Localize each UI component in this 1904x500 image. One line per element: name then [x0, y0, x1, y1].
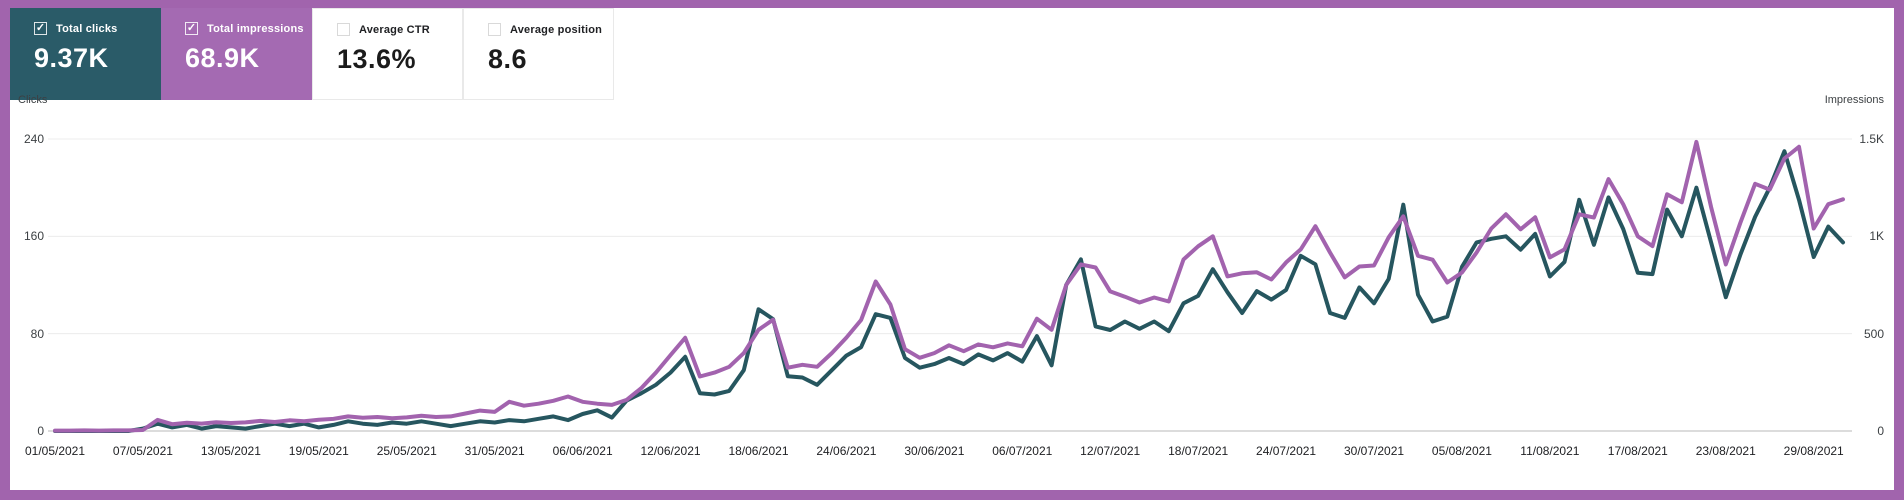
metric-card-total-clicks[interactable]: ✓ Total clicks 9.37K	[10, 8, 161, 100]
x-axis-date-label: 17/08/2021	[1607, 444, 1668, 458]
x-axis-date-label: 05/08/2021	[1431, 444, 1492, 458]
checkbox-icon[interactable]	[488, 23, 501, 36]
x-axis-date-label: 31/05/2021	[464, 444, 525, 458]
checkbox-icon[interactable]: ✓	[34, 22, 47, 35]
metric-cards: ✓ Total clicks 9.37K ✓ Total impressions…	[10, 8, 614, 100]
x-axis-date-label: 25/05/2021	[376, 444, 437, 458]
y-axis-tick-clicks: 240	[23, 132, 44, 146]
card-header: Average position	[488, 23, 603, 36]
x-axis-date-label: 06/06/2021	[552, 444, 613, 458]
metric-label: Average CTR	[359, 23, 430, 36]
x-axis-date-label: 30/07/2021	[1343, 444, 1405, 458]
x-axis-date-label: 18/07/2021	[1168, 444, 1229, 458]
checkmark-icon: ✓	[35, 22, 46, 34]
x-axis-date-label: 18/06/2021	[728, 444, 789, 458]
x-axis-date-label: 19/05/2021	[288, 444, 349, 458]
metric-label: Total clicks	[56, 22, 118, 35]
x-axis-date-label: 07/05/2021	[112, 444, 173, 458]
card-header: ✓ Total impressions	[185, 22, 304, 35]
x-axis-date-label: 30/06/2021	[904, 444, 965, 458]
performance-chart[interactable]	[10, 8, 1894, 490]
x-axis-date-label: 12/06/2021	[640, 444, 701, 458]
x-axis-date-label: 12/07/2021	[1080, 444, 1141, 458]
y-axis-tick-clicks: 160	[23, 229, 44, 244]
x-axis-date-label: 01/05/2021	[24, 444, 86, 458]
y-axis-tick-impressions: 1K	[1869, 229, 1884, 244]
checkmark-icon: ✓	[186, 22, 197, 34]
metric-value: 8.6	[488, 44, 528, 74]
y-axis-tick-clicks: 80	[30, 326, 44, 341]
metric-card-average-ctr[interactable]: Average CTR 13.6%	[312, 8, 463, 100]
y-axis-tick-clicks: 0	[37, 424, 44, 438]
right-axis-title: Impressions	[1824, 94, 1884, 106]
metric-value: 9.37K	[34, 43, 109, 73]
x-axis-date-label: 29/08/2021	[1783, 444, 1844, 458]
metric-card-total-impressions[interactable]: ✓ Total impressions 68.9K	[161, 8, 312, 100]
y-axis-tick-impressions: 1.5K	[1859, 132, 1884, 146]
checkbox-icon[interactable]	[337, 23, 350, 36]
metric-card-average-position[interactable]: Average position 8.6	[463, 8, 614, 100]
x-axis-date-label: 11/08/2021	[1520, 444, 1580, 458]
x-axis-date-label: 23/08/2021	[1695, 444, 1756, 458]
y-axis-tick-impressions: 0	[1877, 424, 1884, 438]
x-axis-date-label: 24/06/2021	[816, 444, 877, 458]
x-axis-date-label: 24/07/2021	[1256, 444, 1317, 458]
metric-label: Total impressions	[207, 22, 304, 35]
metric-value: 13.6%	[337, 44, 417, 74]
card-header: Average CTR	[337, 23, 452, 36]
clicks-line	[53, 149, 1845, 433]
y-axis-tick-impressions: 500	[1863, 326, 1884, 341]
left-axis-title: Clicks	[18, 94, 48, 106]
x-axis-date-label: 06/07/2021	[992, 444, 1053, 458]
x-axis-date-label: 13/05/2021	[200, 444, 261, 458]
impressions-line	[53, 139, 1845, 433]
checkbox-icon[interactable]: ✓	[185, 22, 198, 35]
metric-label: Average position	[510, 23, 603, 36]
metric-value: 68.9K	[185, 43, 260, 73]
card-header: ✓ Total clicks	[34, 22, 151, 35]
